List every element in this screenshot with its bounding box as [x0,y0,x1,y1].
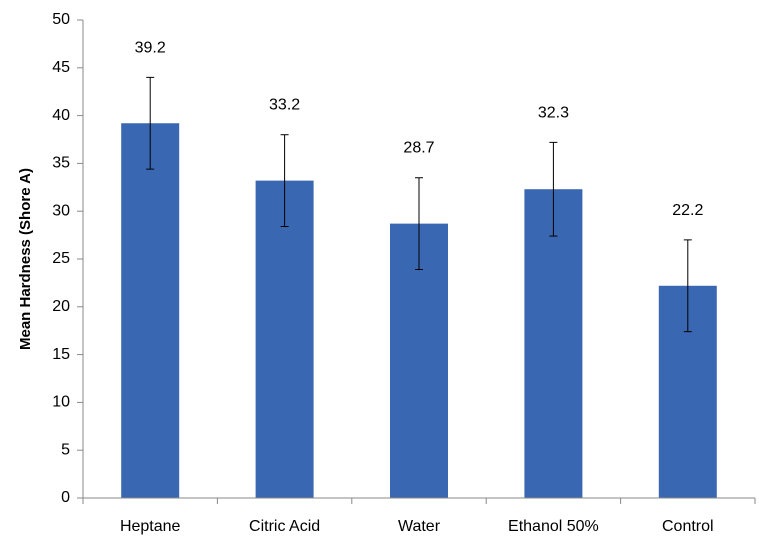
category-label: Heptane [120,518,181,535]
bars [121,123,717,499]
bar [524,189,583,498]
category-label: Citric Acid [249,518,320,535]
y-tick-label: 25 [52,250,70,267]
data-label: 22.2 [672,202,703,219]
y-tick-label: 45 [52,59,70,76]
data-label: 28.7 [403,140,434,157]
category-label: Water [398,518,441,535]
bar [255,180,314,498]
bar [121,123,180,499]
category-label: Control [662,518,714,535]
y-tick-label: 20 [52,298,70,315]
y-axis-ticks: 0 5 10 15 20 25 30 35 40 45 50 [52,11,83,506]
y-tick-label: 15 [52,346,70,363]
y-tick-label: 50 [52,11,70,28]
y-tick-label: 10 [52,394,70,411]
y-tick-label: 35 [52,155,70,172]
category-label: Ethanol 50% [508,518,599,535]
axes [82,20,756,504]
y-axis-title-group: Mean Hardness (Shore A) [17,168,34,350]
data-label: 33.2 [269,97,300,114]
y-axis-title: Mean Hardness (Shore A) [17,168,34,350]
y-tick-label: 0 [61,489,70,506]
y-tick-label: 5 [61,441,70,458]
y-tick-label: 40 [52,107,70,124]
y-tick-label: 30 [52,202,70,219]
category-labels: Heptane Citric Acid Water Ethanol 50% Contro… [120,518,714,535]
data-label: 39.2 [135,39,166,56]
data-label: 32.3 [538,104,569,121]
error-bars [146,76,692,333]
data-labels: 39.2 33.2 28.7 32.3 22.2 [135,39,704,219]
